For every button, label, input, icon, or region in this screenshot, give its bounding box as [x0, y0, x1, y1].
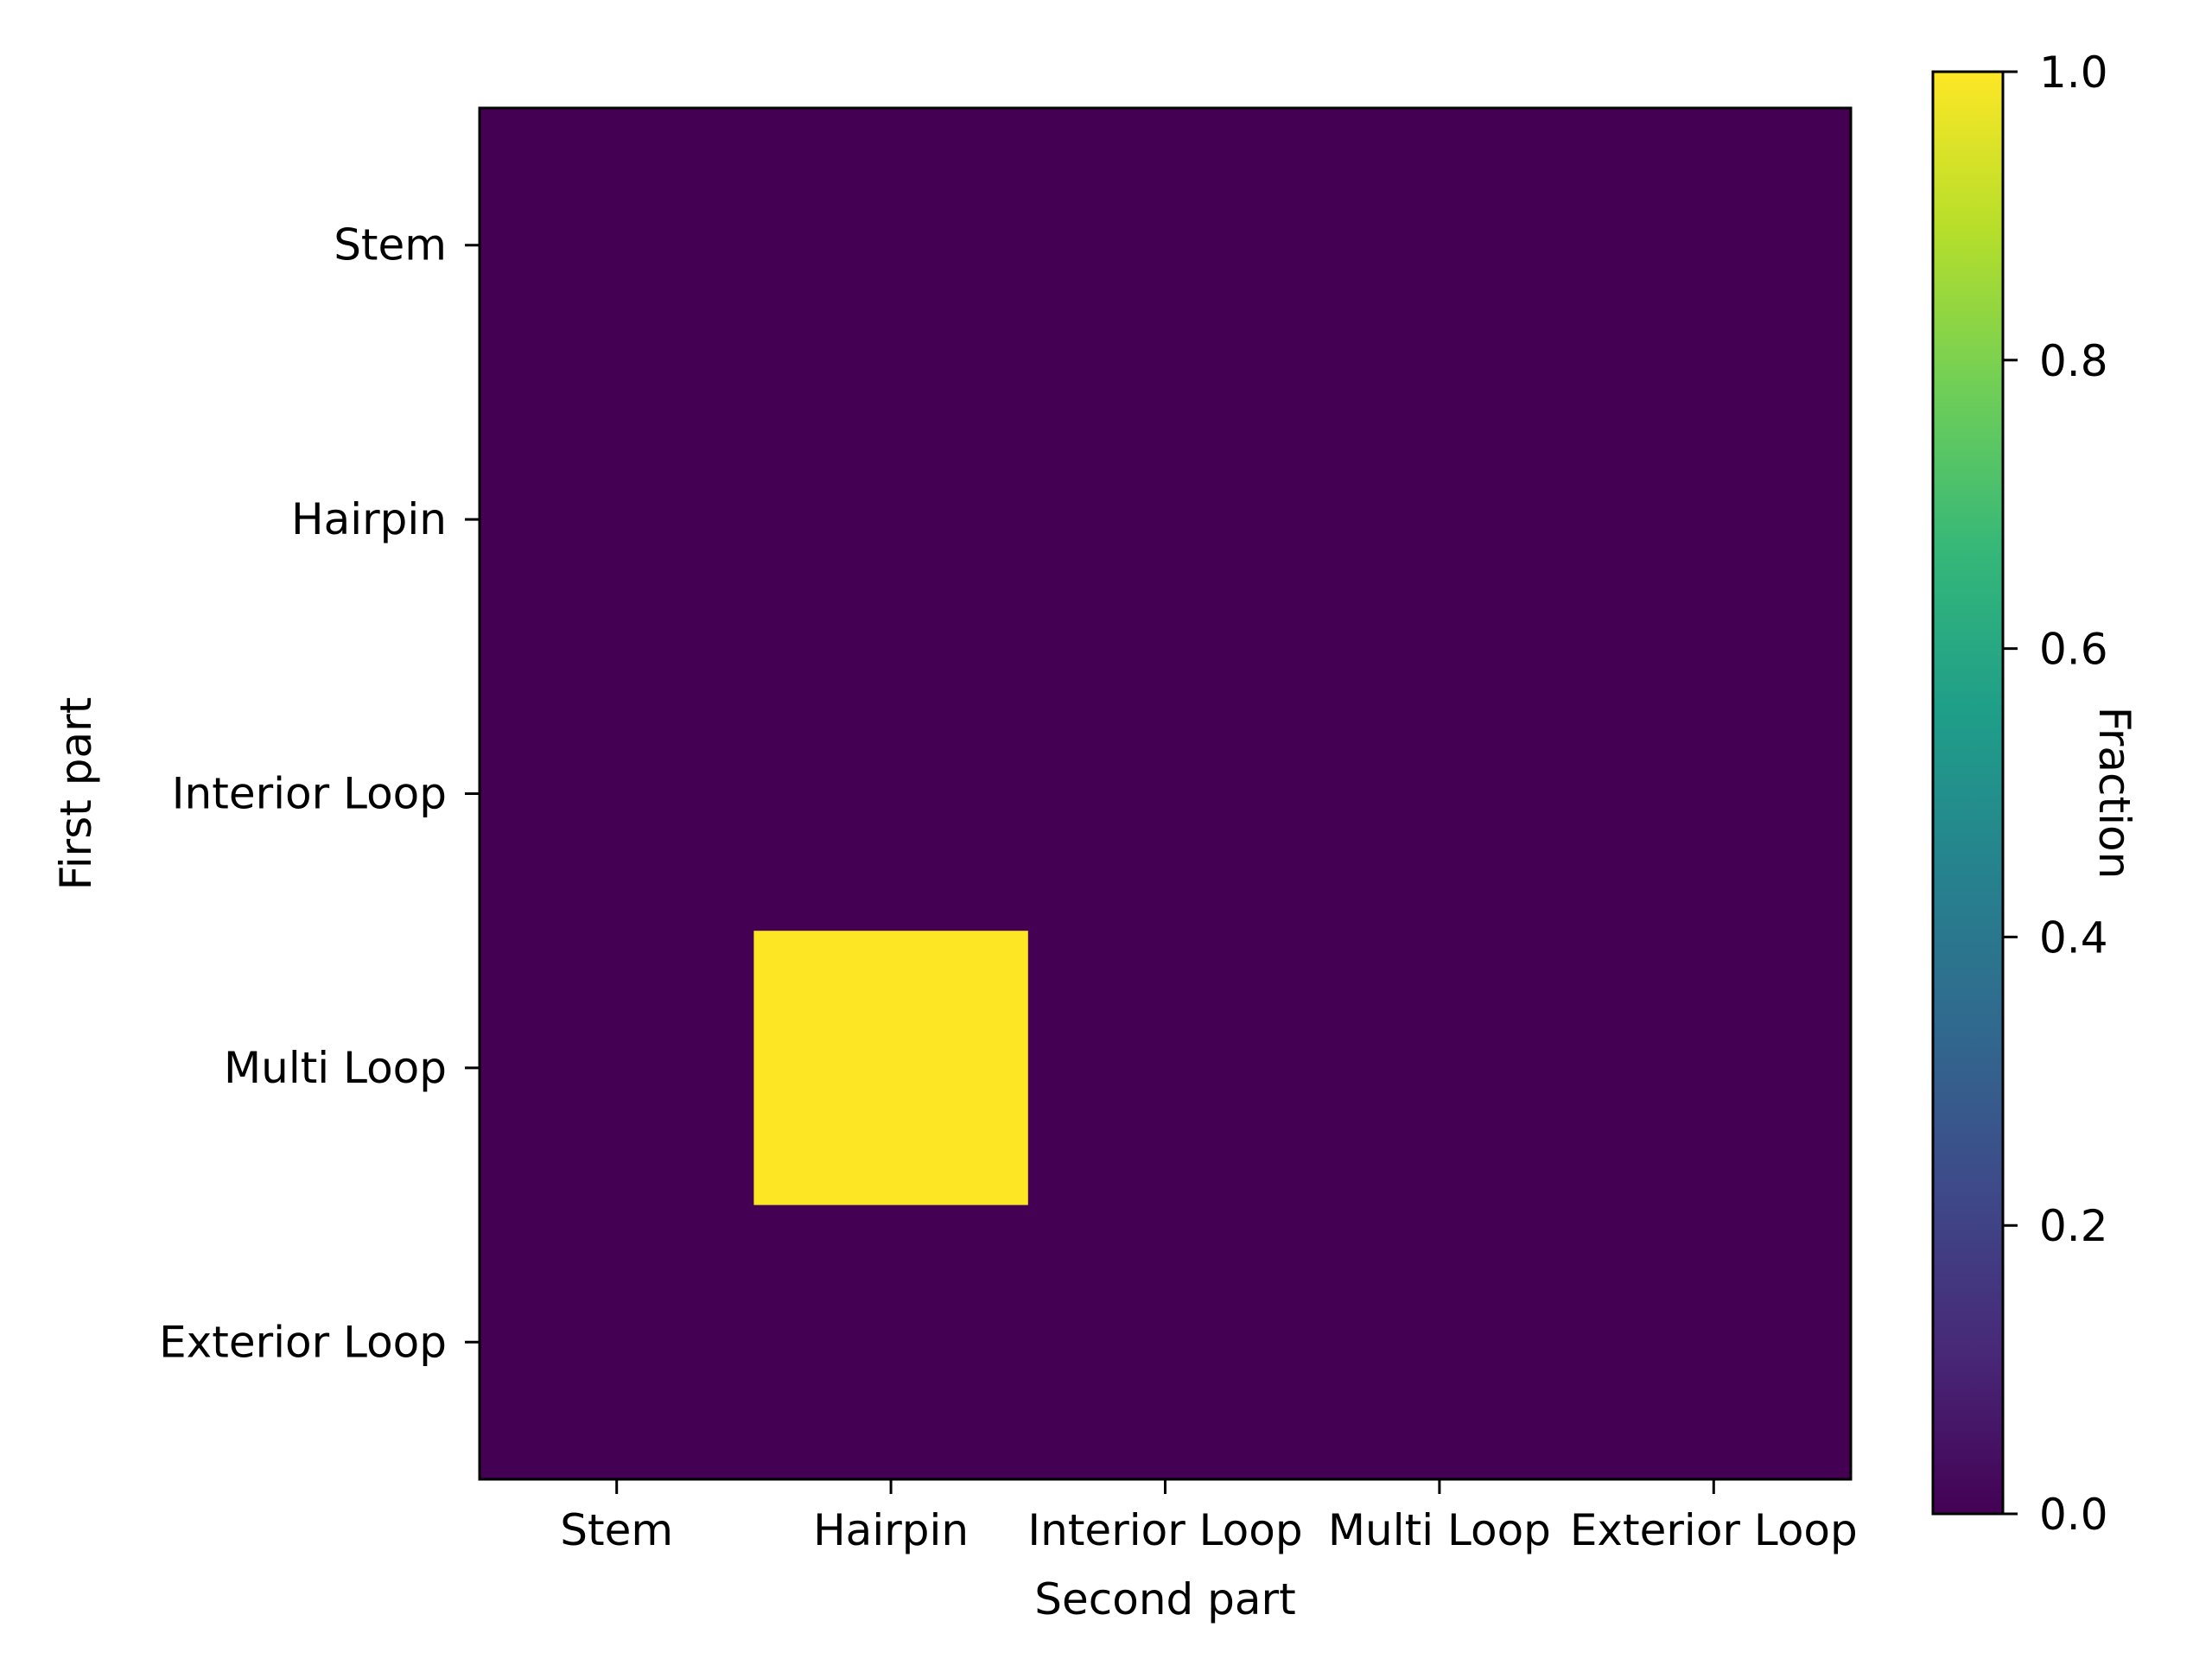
heatmap-cell-4-3 [1302, 1205, 1578, 1480]
y-tick-label: Interior Loop [172, 769, 447, 819]
y-tick-label: Multi Loop [224, 1043, 447, 1093]
heatmap-cell-1-4 [1576, 382, 1852, 658]
heatmap-cell-3-0 [480, 931, 754, 1206]
heatmap-cell-3-3 [1302, 931, 1578, 1206]
heatmap-cell-4-0 [480, 1205, 754, 1480]
x-tick-label: Stem [560, 1505, 673, 1555]
y-tick-label: Exterior Loop [159, 1317, 447, 1367]
colorbar-tick-label: 0.0 [2039, 1490, 2108, 1540]
colorbar-title: Fraction [2089, 707, 2139, 880]
colorbar-tick-label: 0.4 [2039, 912, 2108, 963]
heatmap-cells [480, 108, 1852, 1480]
colorbar-ticks: 0.0 0.2 0.4 0.6 0.8 1.0 [2003, 48, 2108, 1540]
colorbar-gradient [1931, 70, 2005, 1516]
colorbar-tick-label: 0.8 [2039, 336, 2108, 386]
heatmap-cell-1-2 [1027, 382, 1303, 658]
x-axis-ticks: Stem Hairpin Interior Loop Multi Loop Exteri… [560, 1479, 1858, 1555]
heatmap-cell-4-4 [1576, 1205, 1852, 1480]
heatmap-cell-2-1 [753, 656, 1029, 931]
heatmap-cell-0-2 [1027, 108, 1303, 383]
y-tick-label: Stem [334, 220, 447, 270]
heatmap-cell-2-4 [1576, 656, 1852, 931]
heatmap-cell-0-0 [480, 108, 754, 383]
x-tick-label: Multi Loop [1328, 1505, 1551, 1555]
y-axis-ticks: Stem Hairpin Interior Loop Multi Loop Exteri… [159, 220, 480, 1367]
heatmap-cell-1-1 [753, 382, 1029, 658]
heatmap-cell-2-0 [480, 656, 754, 931]
colorbar-tick-label: 1.0 [2039, 48, 2108, 98]
colorbar: 0.0 0.2 0.4 0.6 0.8 1.0 Fraction [1931, 48, 2139, 1540]
x-tick-label: Hairpin [813, 1505, 969, 1555]
heatmap-cell-1-3 [1302, 382, 1578, 658]
heatmap-cell-0-4 [1576, 108, 1852, 383]
heatmap-cell-4-2 [1027, 1205, 1303, 1480]
y-tick-label: Hairpin [291, 494, 447, 544]
heatmap-cell-3-1 [753, 931, 1029, 1206]
heatmap-cell-4-1 [753, 1205, 1029, 1480]
heatmap-cell-0-1 [753, 108, 1029, 383]
heatmap-cell-2-3 [1302, 656, 1578, 931]
heatmap-cell-2-2 [1027, 656, 1303, 931]
heatmap-cell-3-2 [1027, 931, 1303, 1206]
y-axis-title: First part [51, 697, 101, 891]
colorbar-tick-label: 0.2 [2039, 1201, 2108, 1251]
x-tick-label: Exterior Loop [1570, 1505, 1858, 1555]
heatmap-cell-3-4 [1576, 931, 1852, 1206]
heatmap-cell-0-3 [1302, 108, 1578, 383]
x-axis-title: Second part [1034, 1574, 1295, 1624]
x-tick-label: Interior Loop [1027, 1505, 1302, 1555]
heatmap-cell-1-0 [480, 382, 754, 658]
colorbar-tick-label: 0.6 [2039, 625, 2108, 675]
